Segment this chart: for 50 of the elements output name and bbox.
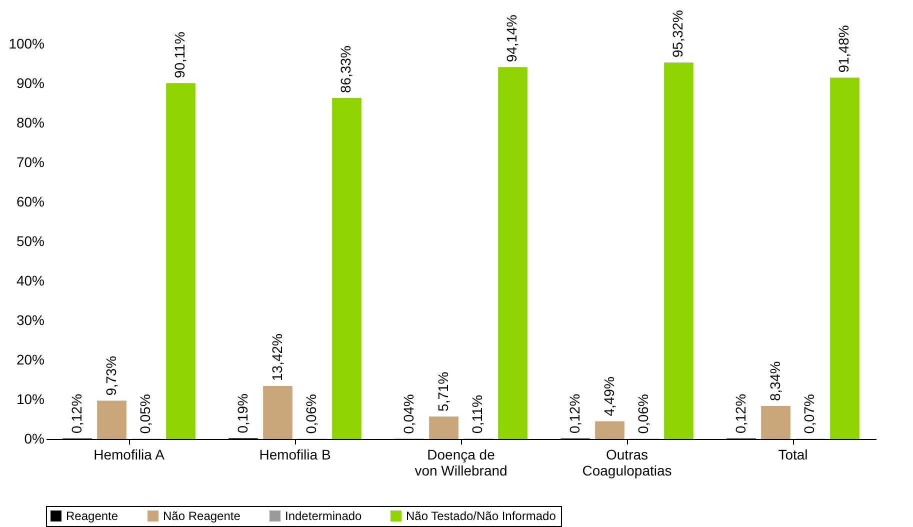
bar xyxy=(263,386,292,439)
legend-label: Reagente xyxy=(66,509,118,523)
legend-label: Indeterminado xyxy=(285,509,362,523)
data-label: 0,11% xyxy=(469,394,486,434)
data-label: 5,71% xyxy=(434,372,451,412)
data-label: 0,05% xyxy=(137,394,154,434)
data-label: 0,06% xyxy=(635,394,652,434)
data-label: 9,73% xyxy=(102,356,119,396)
y-tick-label: 20% xyxy=(16,352,44,368)
x-tick-label: Hemofilia B xyxy=(259,446,331,462)
data-label: 86,33% xyxy=(338,46,354,93)
bar xyxy=(166,83,196,439)
bar xyxy=(595,421,624,439)
data-label: 0,06% xyxy=(303,394,320,434)
y-tick-label: 100% xyxy=(8,36,44,52)
bar xyxy=(97,400,126,439)
bar xyxy=(498,67,528,439)
x-tick-label: Hemofilia A xyxy=(94,446,166,462)
y-tick-label: 30% xyxy=(16,312,44,328)
legend-label: Não Reagente xyxy=(163,509,241,523)
bar xyxy=(429,416,458,439)
x-tick-label: Total xyxy=(778,446,808,462)
data-label: 8,34% xyxy=(766,361,783,402)
y-tick-label: 60% xyxy=(16,194,44,210)
x-tick-label: Outras Coagulopatias xyxy=(582,446,672,478)
y-tick-label: 10% xyxy=(16,391,44,407)
data-label: 0,19% xyxy=(234,394,250,434)
y-tick-label: 0% xyxy=(24,430,44,446)
data-label: 0,04% xyxy=(400,394,416,434)
legend-label: Não Testado/Não Informado xyxy=(406,509,556,523)
y-tick-label: 70% xyxy=(16,154,44,170)
data-label: 95,32% xyxy=(670,10,686,58)
y-tick-label: 90% xyxy=(16,75,44,91)
data-label: 13,42% xyxy=(268,334,285,381)
data-label: 0,12% xyxy=(566,394,582,434)
y-tick-label: 50% xyxy=(16,233,44,249)
data-label: 4,49% xyxy=(600,376,617,416)
x-tick-label: Doença de von Willebrand xyxy=(414,446,508,478)
data-label: 91,48% xyxy=(836,25,852,73)
data-label: 0,12% xyxy=(732,394,748,434)
bar xyxy=(830,78,860,439)
bar xyxy=(761,406,790,439)
data-label: 94,14% xyxy=(504,14,520,62)
data-label: 0,12% xyxy=(68,394,84,434)
data-label: 90,11% xyxy=(172,32,188,78)
y-tick-label: 80% xyxy=(16,114,44,130)
y-tick-label: 40% xyxy=(16,272,44,288)
data-label: 0,07% xyxy=(801,394,818,434)
bar xyxy=(332,98,362,439)
bar xyxy=(664,62,694,439)
